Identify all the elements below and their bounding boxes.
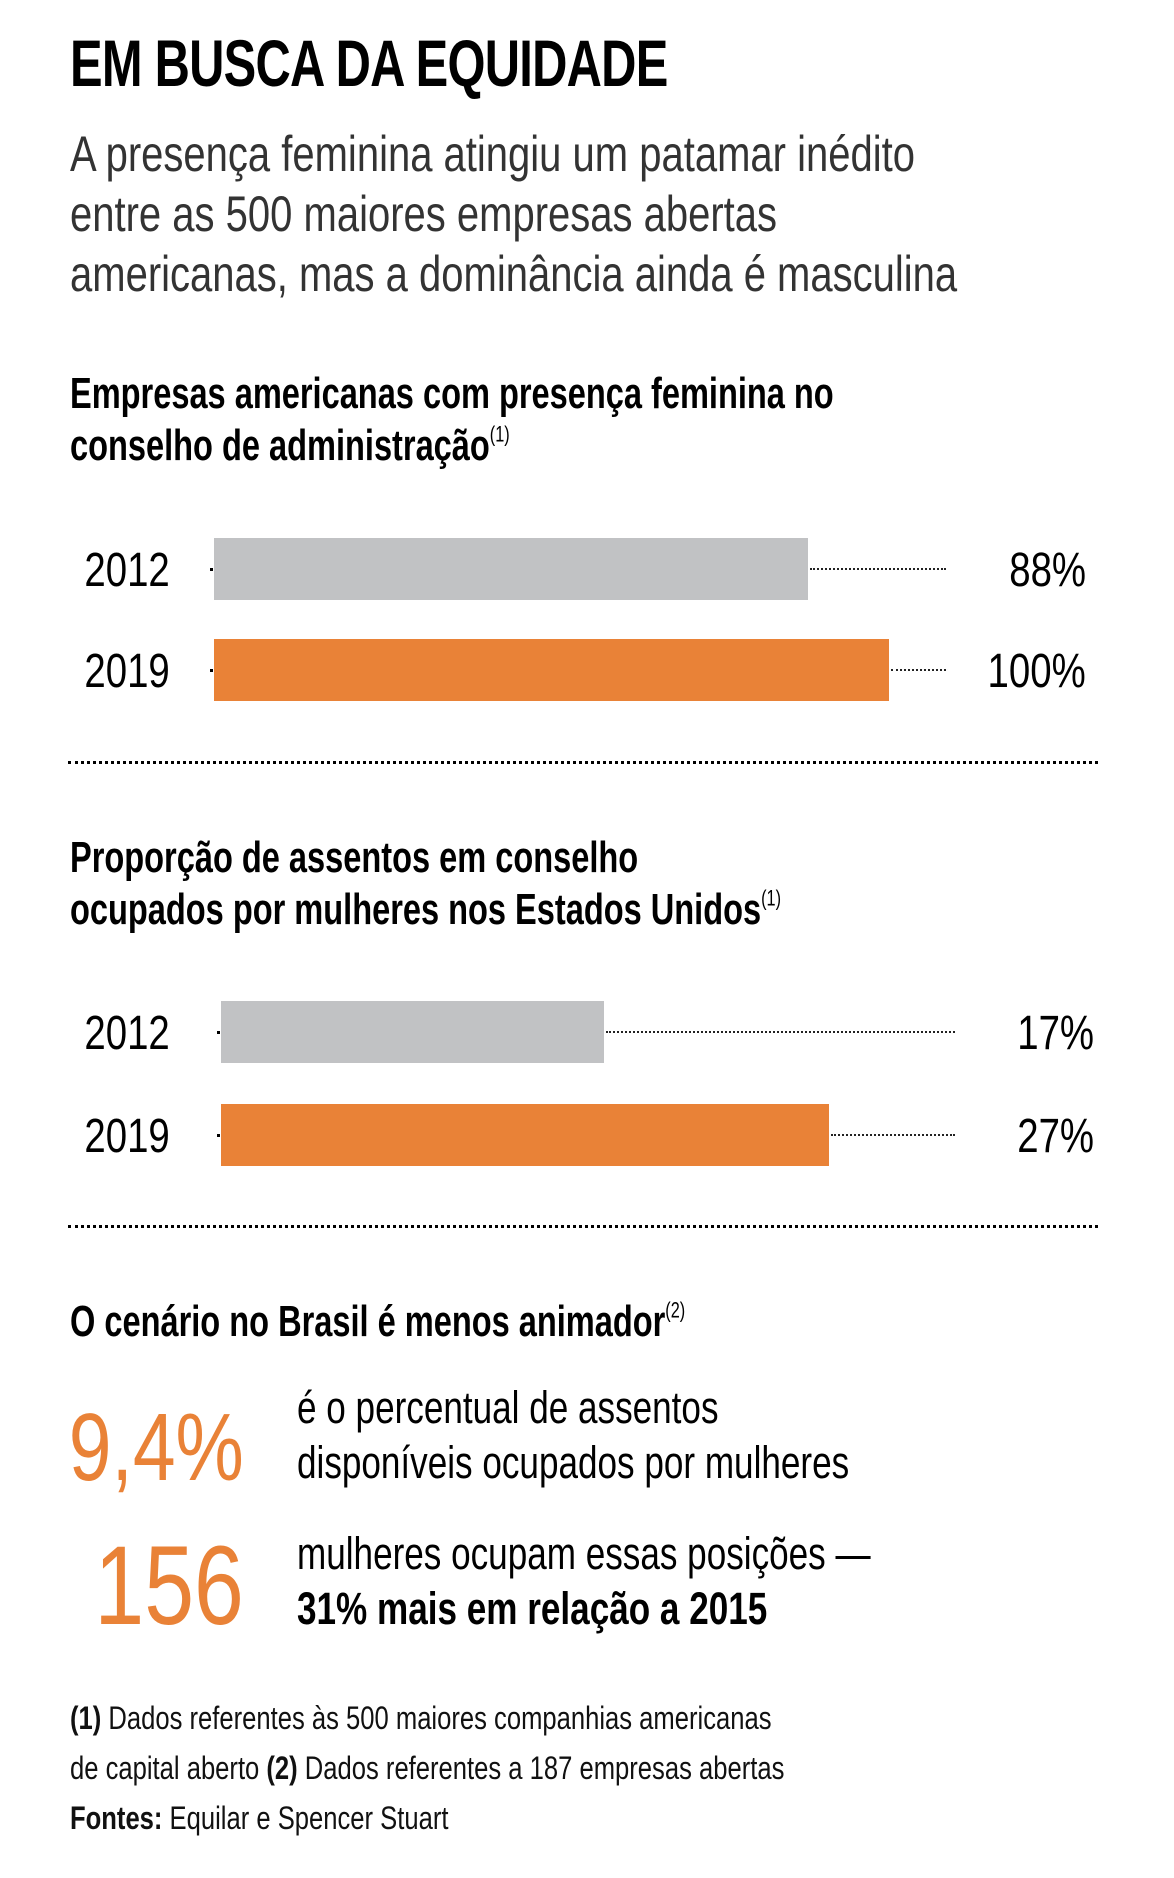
sources-text: Equilar e Spencer Stuart <box>169 1800 449 1836</box>
axis-tick <box>210 568 213 571</box>
section-divider <box>68 761 1098 764</box>
stat-number-count: 156 <box>57 1523 245 1648</box>
stat-line-highlight: 31% mais em relação a 2015 <box>297 1583 768 1634</box>
page-subtitle: A presença feminina atingiu um patamar i… <box>70 124 1174 304</box>
stat-line: é o percentual de assentos <box>297 1382 719 1433</box>
stat-number-text: 156 <box>94 1523 245 1648</box>
stat-description: é o percentual de assentos disponíveis o… <box>297 1380 1005 1490</box>
footnotes: (1) Dados referentes às 500 maiores comp… <box>70 1693 963 1843</box>
chart2-title-line: Proporção de assentos em conselho <box>70 833 639 882</box>
chart1-title-line: conselho de administração <box>70 421 490 470</box>
category-label: 2012 <box>84 544 170 597</box>
footnote-ref: (1) <box>489 421 510 447</box>
bar-2019 <box>221 1104 829 1166</box>
section-divider <box>68 1225 1098 1228</box>
axis-tick <box>210 669 213 672</box>
stat-description: mulheres ocupam essas posições — 31% mai… <box>297 1526 1032 1636</box>
page-title-text: EM BUSCA DA EQUIDADE <box>70 26 668 100</box>
brazil-title: O cenário no Brasil é menos animador(2) <box>70 1296 901 1348</box>
category-label: 2012 <box>84 1007 170 1060</box>
chart1-title-line: Empresas americanas com presença feminin… <box>70 369 834 418</box>
subtitle-line: A presença feminina atingiu um patamar i… <box>70 126 915 182</box>
footnote-text: Dados referentes às 500 maiores companhi… <box>108 1700 772 1736</box>
subtitle-line: entre as 500 maiores empresas abertas <box>70 186 778 242</box>
bar-2012 <box>214 538 808 600</box>
value-label: 100% <box>987 645 1086 698</box>
stat-number-text: 9,4% <box>68 1394 244 1501</box>
stat-number-percent: 9,4% <box>25 1400 244 1496</box>
axis-tick <box>217 1134 220 1137</box>
category-label: 2019 <box>84 645 170 698</box>
stat-line: mulheres ocupam essas posições — <box>297 1528 871 1579</box>
stat-line: disponíveis ocupados por mulheres <box>297 1437 850 1488</box>
subtitle-line: americanas, mas a dominância ainda é mas… <box>70 246 958 302</box>
brazil-title-text: O cenário no Brasil é menos animador <box>70 1297 666 1346</box>
chart1-title: Empresas americanas com presença feminin… <box>70 368 1102 472</box>
value-label: 17% <box>1017 1007 1094 1060</box>
footnote-label: (2) <box>266 1750 298 1786</box>
leader-line <box>831 1134 955 1136</box>
sources-label: Fontes: <box>70 1800 163 1836</box>
category-label: 2019 <box>84 1110 170 1163</box>
leader-line <box>605 1031 955 1033</box>
bar-2012 <box>221 1001 604 1063</box>
leader-line <box>891 669 946 671</box>
footnote-label: (1) <box>70 1700 102 1736</box>
leader-line <box>810 568 946 570</box>
chart2-title: Proporção de assentos em conselho ocupad… <box>70 832 1031 936</box>
axis-tick <box>217 1031 220 1034</box>
footnote-ref: (1) <box>761 885 782 911</box>
footnote-ref: (2) <box>665 1297 686 1323</box>
value-label: 27% <box>1017 1110 1094 1163</box>
footnote-text: Dados referentes a 187 empresas abertas <box>304 1750 785 1786</box>
value-label: 88% <box>1009 544 1086 597</box>
footnote-text: de capital aberto <box>70 1750 260 1786</box>
bar-2019 <box>214 639 889 701</box>
page-title: EM BUSCA DA EQUIDADE <box>70 30 877 96</box>
chart2-title-line: ocupados por mulheres nos Estados Unidos <box>70 885 762 934</box>
